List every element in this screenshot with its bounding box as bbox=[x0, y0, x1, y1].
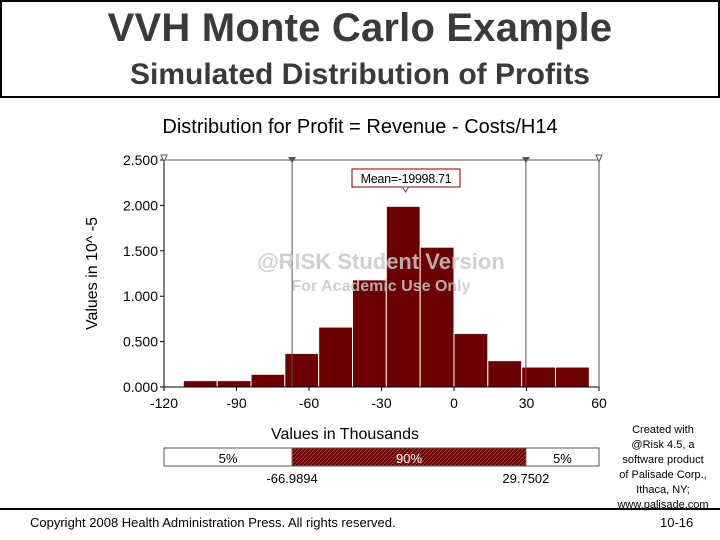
y-tick-label: 2.500 bbox=[123, 152, 158, 168]
x-tick-label: 0 bbox=[450, 395, 458, 411]
credit-line: Ithaca, NY; bbox=[636, 484, 690, 496]
chart-title: Distribution for Profit = Revenue - Cost… bbox=[162, 116, 558, 138]
histogram-chart: 0.000 0.500 1.000 1.500 2.000 2.500 -120 -90 -60… bbox=[84, 152, 607, 486]
title-box: VVH Monte Carlo Example Simulated Distri… bbox=[0, 0, 720, 98]
histogram-bar bbox=[555, 366, 590, 388]
percentile-bar-middle-label: 90% bbox=[396, 451, 422, 466]
slide-subtitle: Simulated Distribution of Profits bbox=[129, 58, 590, 91]
histogram-bar bbox=[318, 326, 353, 388]
range-marker bbox=[595, 154, 603, 164]
x-tick-label: -120 bbox=[150, 395, 178, 411]
histogram-bar bbox=[182, 380, 218, 388]
slide-title: VVH Monte Carlo Example bbox=[107, 6, 613, 50]
histogram-bar bbox=[453, 332, 489, 388]
histogram-bar bbox=[487, 360, 523, 388]
percentile-bar-middle bbox=[291, 447, 527, 467]
percentile-value-label: -66.9894 bbox=[266, 471, 317, 486]
credit-line: of Palisade Corp., bbox=[619, 469, 707, 481]
histogram-bar bbox=[385, 205, 421, 388]
x-tick-label: -30 bbox=[371, 395, 391, 411]
watermark-line: For Academic Use Only bbox=[291, 278, 470, 295]
footer-divider bbox=[0, 508, 720, 510]
percentile-marker bbox=[521, 157, 530, 163]
percentile-marker bbox=[288, 157, 297, 163]
x-tick-label: 30 bbox=[519, 395, 535, 411]
y-tick-label: 1.500 bbox=[123, 243, 158, 259]
histogram-bar bbox=[419, 246, 455, 388]
percentile-bar-left-label: 5% bbox=[219, 451, 238, 466]
histogram-bar bbox=[352, 279, 387, 388]
percentile-value-label: 29.7502 bbox=[502, 471, 549, 486]
x-tick-label: 60 bbox=[591, 395, 607, 411]
x-tick-label: -60 bbox=[299, 395, 319, 411]
x-tick-label: -90 bbox=[226, 395, 246, 411]
copyright-text: Copyright 2008 Health Administration Pre… bbox=[30, 515, 396, 530]
x-axis-title: Values in Thousands bbox=[271, 426, 419, 443]
y-tick-label: 2.000 bbox=[123, 197, 158, 213]
credit-line: software product bbox=[622, 454, 704, 466]
histogram-bar bbox=[250, 373, 286, 388]
histogram-bar bbox=[521, 366, 557, 388]
y-axis-title: Values in 10^ -5 bbox=[84, 217, 101, 330]
histogram-bar bbox=[216, 380, 252, 388]
credit-line: www.palisade.com bbox=[617, 499, 709, 511]
credit-note: Created with @Risk 4.5, a software produ… bbox=[606, 423, 720, 513]
y-tick-label: 0.000 bbox=[123, 379, 158, 395]
credit-line: @Risk 4.5, a bbox=[631, 439, 695, 451]
range-marker bbox=[160, 154, 168, 164]
watermark-line: @RISK Student Version bbox=[257, 249, 505, 274]
y-tick-label: 0.500 bbox=[123, 334, 158, 350]
percentile-bar-right-label: 5% bbox=[553, 451, 572, 466]
mean-marker bbox=[401, 186, 410, 193]
page-number: 10-16 bbox=[660, 515, 694, 530]
histogram-bar bbox=[284, 352, 320, 388]
y-tick-label: 1.000 bbox=[123, 288, 158, 304]
credit-line: Created with bbox=[632, 424, 694, 436]
mean-label: Mean=-19998.71 bbox=[361, 172, 452, 186]
